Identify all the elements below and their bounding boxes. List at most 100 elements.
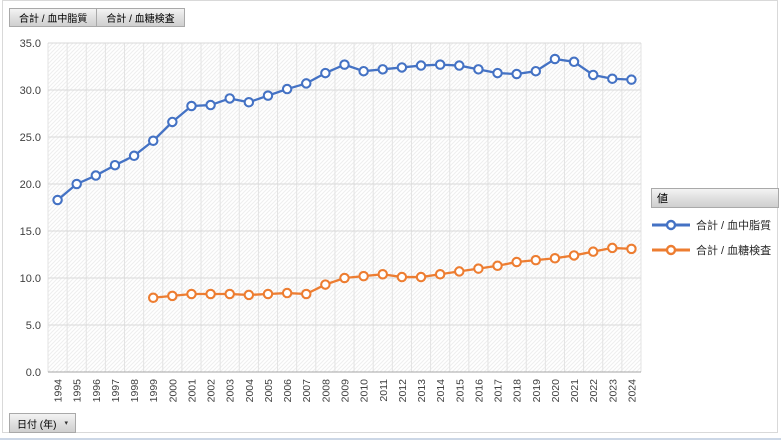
data-point-marker[interactable] [511, 256, 522, 268]
data-point-marker[interactable] [607, 73, 618, 84]
data-point-marker[interactable] [530, 65, 542, 77]
data-point-marker[interactable] [128, 150, 140, 162]
data-point-marker[interactable] [530, 254, 542, 266]
sheet-edge-divider [0, 438, 781, 440]
legend-item-blood-lipid[interactable]: 合計 / 血中脂質 [651, 217, 781, 233]
data-point-marker[interactable] [339, 59, 350, 70]
data-point-marker[interactable] [147, 292, 159, 303]
data-point-marker[interactable] [587, 246, 599, 257]
data-point-marker[interactable] [320, 67, 331, 79]
x-axis-tick-label: 2009 [340, 379, 352, 403]
legend-values-field-button[interactable]: 値 [651, 188, 779, 208]
data-point-marker[interactable] [396, 271, 408, 283]
data-point-marker[interactable] [167, 116, 178, 128]
data-point-marker[interactable] [549, 253, 561, 264]
data-point-marker[interactable] [320, 279, 331, 290]
data-point-marker[interactable] [300, 288, 312, 300]
y-axis-tick-label: 25.0 [20, 132, 41, 144]
data-point-marker[interactable] [434, 59, 446, 70]
pivot-field-button-blood-lipid[interactable]: 合計 / 血中脂質 [9, 8, 98, 27]
data-point-marker[interactable] [568, 250, 580, 261]
data-point-marker[interactable] [415, 271, 427, 283]
pivot-field-button-blood-sugar[interactable]: 合計 / 血糖検査 [96, 8, 185, 27]
x-axis-tick-label: 2007 [301, 379, 313, 403]
data-point-marker[interactable] [626, 243, 637, 255]
data-point-marker[interactable] [549, 53, 561, 65]
plot-area [48, 43, 641, 372]
data-point-marker[interactable] [224, 93, 235, 104]
orange-line-marker-icon [652, 244, 690, 256]
x-axis-tick-label: 1997 [110, 379, 122, 403]
y-axis-tick-label: 5.0 [26, 320, 41, 332]
data-point-marker[interactable] [243, 96, 255, 108]
data-point-marker[interactable] [186, 100, 197, 112]
data-point-marker[interactable] [52, 194, 63, 206]
legend-item-label: 合計 / 血糖検査 [696, 245, 772, 257]
data-point-marker[interactable] [205, 288, 216, 300]
data-point-marker[interactable] [224, 288, 235, 300]
data-point-marker[interactable] [186, 288, 197, 300]
y-axis-tick-label: 0.0 [26, 367, 41, 379]
data-point-marker[interactable] [281, 83, 293, 95]
x-axis-tick-label: 2010 [359, 379, 371, 403]
x-axis-tick-label: 2004 [244, 379, 256, 403]
blue-line-marker-icon [652, 219, 690, 231]
data-point-marker[interactable] [281, 287, 293, 299]
data-point-marker[interactable] [262, 90, 274, 101]
data-point-marker[interactable] [167, 290, 178, 302]
data-point-marker[interactable] [396, 62, 408, 73]
data-point-marker[interactable] [377, 64, 389, 75]
data-point-marker[interactable] [415, 60, 427, 71]
legend-item-label: 合計 / 血中脂質 [696, 220, 772, 232]
x-axis-tick-label: 2005 [263, 379, 275, 403]
x-axis-tick-label: 2006 [282, 379, 294, 403]
data-point-marker[interactable] [377, 268, 389, 280]
y-axis-tick-label: 30.0 [20, 85, 41, 97]
x-axis-tick-label: 2003 [225, 379, 237, 403]
x-axis-tick-label: 2001 [186, 379, 198, 403]
data-point-marker[interactable] [109, 159, 121, 171]
x-axis-tick-label: 2023 [607, 379, 619, 403]
data-point-marker[interactable] [358, 65, 369, 77]
data-point-marker[interactable] [587, 69, 599, 81]
filter-button-label: 日付 (年) [17, 419, 57, 431]
data-point-marker[interactable] [473, 64, 484, 75]
data-point-marker[interactable] [607, 242, 618, 254]
x-axis-tick-label: 1995 [72, 379, 84, 403]
data-point-marker[interactable] [454, 60, 465, 71]
data-point-marker[interactable] [626, 74, 637, 85]
line-chart-plot: 0.0 5.0 10.0 15.0 20.0 25.0 30.0 35.0 1994 1995 19… [20, 38, 642, 403]
x-axis-tick-label: 2021 [569, 379, 581, 403]
data-point-marker[interactable] [71, 178, 82, 190]
data-point-marker[interactable] [511, 68, 522, 80]
data-point-marker[interactable] [262, 288, 274, 300]
data-point-marker[interactable] [358, 270, 369, 282]
data-point-marker[interactable] [454, 266, 465, 277]
x-axis-tick-label: 2022 [588, 379, 600, 403]
data-point-marker[interactable] [147, 135, 159, 147]
legend: 値 合計 / 血中脂質 合計 / 血糖検査 [651, 188, 781, 258]
legend-item-blood-sugar[interactable]: 合計 / 血糖検査 [651, 242, 781, 258]
data-point-marker[interactable] [300, 78, 312, 89]
data-point-marker[interactable] [434, 268, 446, 280]
data-point-marker[interactable] [339, 272, 350, 284]
data-point-marker[interactable] [492, 67, 503, 79]
data-point-marker[interactable] [473, 263, 484, 274]
x-axis-tick-label: 2016 [473, 379, 485, 403]
date-year-filter-button[interactable]: 日付 (年) ▾ [9, 413, 76, 433]
data-point-marker[interactable] [90, 170, 102, 181]
data-point-marker[interactable] [492, 260, 503, 272]
data-point-marker[interactable] [568, 56, 580, 68]
x-axis-tick-label: 2019 [531, 379, 543, 403]
data-point-marker[interactable] [243, 289, 255, 301]
dropdown-arrow-icon: ▾ [64, 420, 68, 427]
x-axis-tick-label: 2015 [454, 379, 466, 403]
x-axis-tick-label: 2013 [416, 379, 428, 403]
x-axis-tick-label: 1998 [129, 379, 141, 403]
data-point-marker[interactable] [205, 99, 216, 111]
x-axis-tick-label: 2020 [550, 379, 562, 403]
y-axis-tick-label: 35.0 [20, 38, 41, 50]
x-axis-tick-label: 1994 [53, 379, 65, 403]
x-axis-tick-label: 2012 [397, 379, 409, 403]
